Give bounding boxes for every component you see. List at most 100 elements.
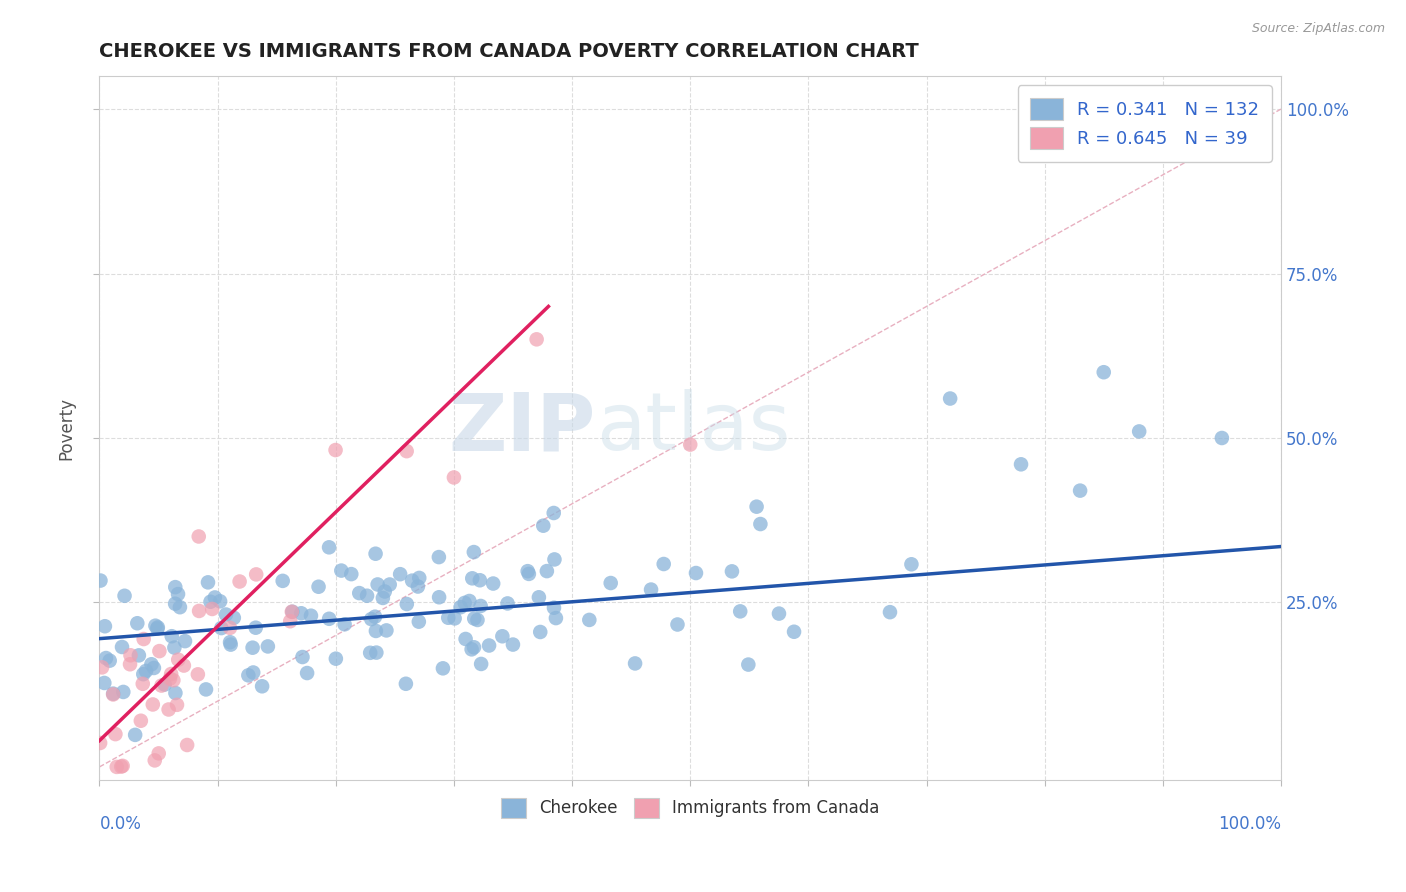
Legend: Cherokee, Immigrants from Canada: Cherokee, Immigrants from Canada — [494, 791, 887, 824]
Point — [543, 552, 565, 566]
Point — [624, 657, 647, 671]
Point — [749, 516, 772, 531]
Point — [1128, 425, 1150, 439]
Point — [195, 682, 218, 697]
Point — [478, 639, 501, 653]
Point — [1211, 431, 1233, 445]
Point — [437, 611, 460, 625]
Point — [238, 668, 260, 682]
Text: 0.0%: 0.0% — [100, 815, 142, 833]
Point — [165, 686, 187, 700]
Point — [783, 624, 806, 639]
Point — [374, 584, 396, 599]
Point — [401, 574, 423, 588]
Point — [91, 660, 114, 674]
Point — [496, 596, 519, 610]
Point — [527, 591, 550, 605]
Point — [666, 617, 689, 632]
Point — [278, 614, 301, 628]
Point — [640, 582, 662, 597]
Point — [112, 685, 135, 699]
Point — [395, 444, 418, 458]
Point — [219, 621, 242, 635]
Point — [721, 565, 744, 579]
Point — [141, 657, 163, 672]
Point — [340, 567, 363, 582]
Point — [1010, 458, 1032, 472]
Point — [105, 760, 128, 774]
Point — [157, 702, 180, 716]
Point — [395, 597, 418, 611]
Point — [359, 646, 381, 660]
Point — [502, 638, 524, 652]
Text: Source: ZipAtlas.com: Source: ZipAtlas.com — [1251, 22, 1385, 36]
Point — [101, 687, 124, 701]
Point — [408, 615, 430, 629]
Point — [209, 594, 232, 608]
Point — [173, 658, 195, 673]
Point — [318, 612, 340, 626]
Point — [526, 332, 548, 346]
Point — [453, 596, 475, 610]
Point — [93, 676, 115, 690]
Point — [330, 564, 353, 578]
Point — [375, 624, 398, 638]
Point — [197, 575, 219, 590]
Point — [257, 640, 280, 654]
Point — [142, 661, 165, 675]
Point — [160, 667, 183, 681]
Point — [132, 667, 155, 681]
Point — [135, 664, 157, 678]
Point — [427, 550, 450, 565]
Point — [128, 648, 150, 663]
Point — [458, 594, 481, 608]
Point — [427, 591, 450, 605]
Point — [146, 620, 169, 634]
Point — [543, 600, 565, 615]
Point — [728, 604, 751, 618]
Point — [408, 571, 430, 585]
Point — [406, 580, 429, 594]
Point — [111, 759, 134, 773]
Point — [228, 574, 250, 589]
Point — [163, 640, 186, 655]
Point — [463, 611, 485, 625]
Text: atlas: atlas — [596, 389, 790, 467]
Point — [162, 673, 184, 688]
Point — [167, 587, 190, 601]
Point — [531, 518, 554, 533]
Point — [209, 621, 232, 635]
Point — [536, 564, 558, 578]
Point — [201, 602, 224, 616]
Point — [879, 605, 901, 619]
Point — [222, 611, 245, 625]
Point — [89, 736, 111, 750]
Point — [89, 574, 111, 588]
Point — [290, 607, 312, 621]
Point — [333, 617, 356, 632]
Point — [150, 679, 173, 693]
Point — [295, 666, 318, 681]
Point — [120, 648, 142, 663]
Point — [482, 576, 505, 591]
Point — [371, 591, 394, 605]
Point — [349, 586, 371, 600]
Point — [364, 609, 387, 624]
Point — [737, 657, 759, 672]
Point — [529, 625, 551, 640]
Point — [470, 599, 492, 613]
Point — [245, 621, 267, 635]
Point — [364, 547, 387, 561]
Point — [543, 506, 565, 520]
Point — [544, 611, 567, 625]
Point — [395, 677, 418, 691]
Point — [159, 672, 181, 686]
Point — [516, 564, 538, 578]
Point — [366, 646, 388, 660]
Point — [129, 714, 152, 728]
Point — [325, 651, 347, 665]
Point — [174, 634, 197, 648]
Point — [145, 618, 167, 632]
Point — [148, 644, 170, 658]
Text: ZIP: ZIP — [449, 389, 596, 467]
